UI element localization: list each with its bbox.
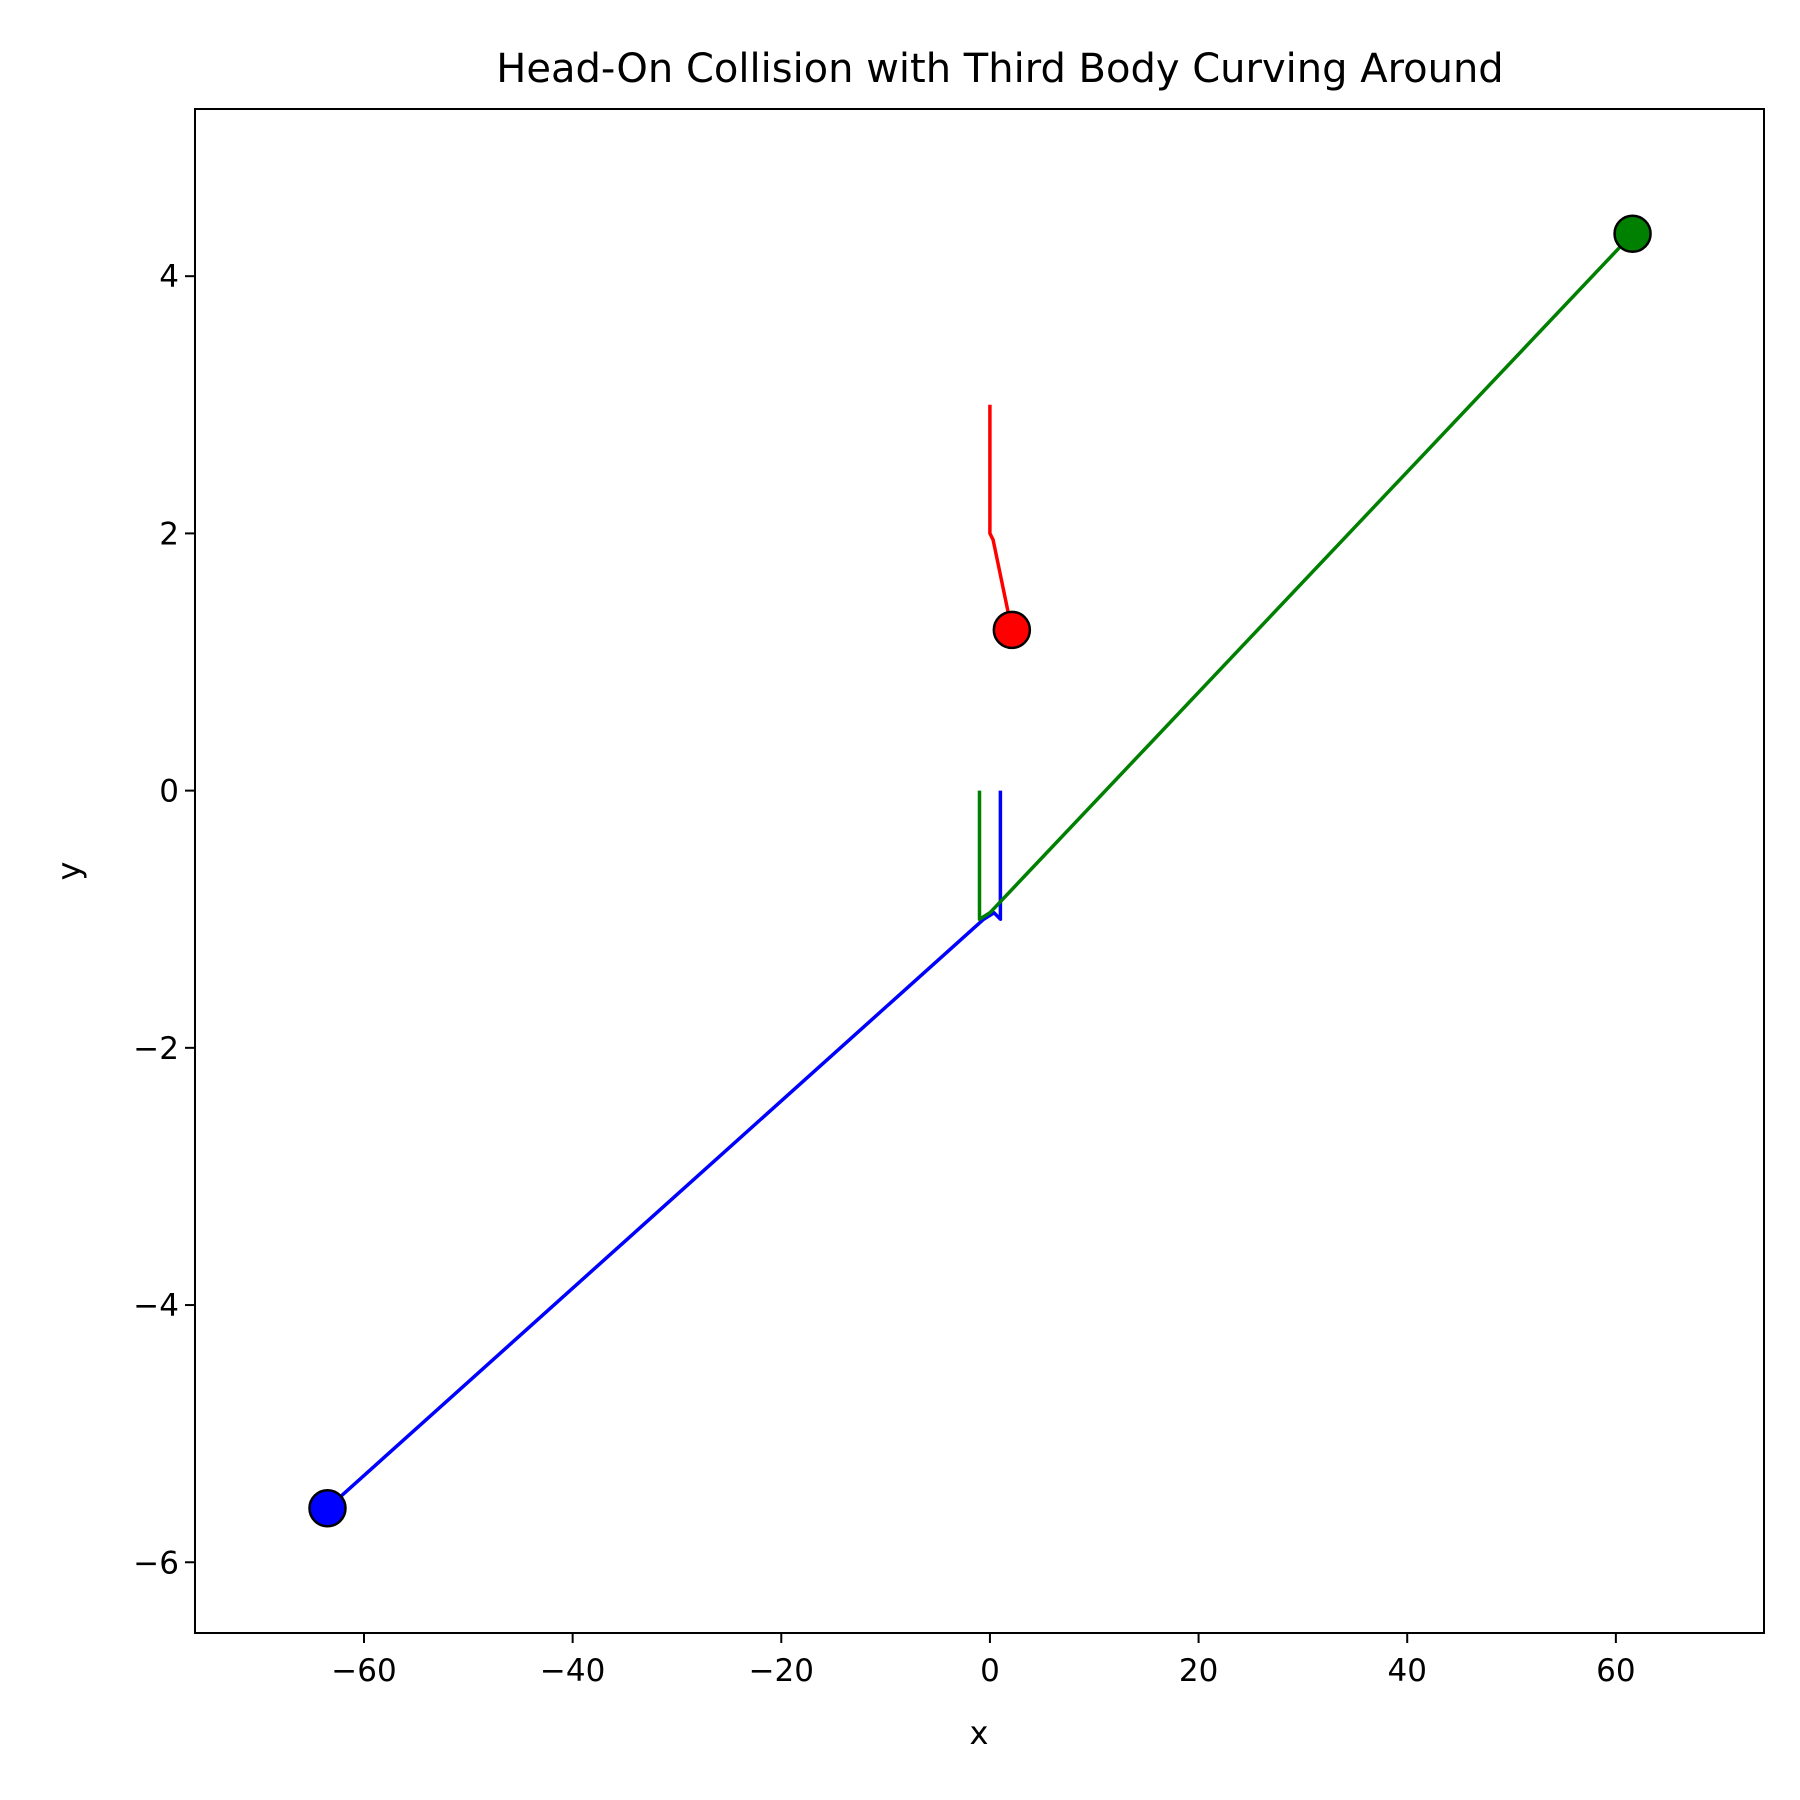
x-tick-label: 60 <box>1596 1653 1635 1689</box>
y-tick-label: −6 <box>133 1545 179 1581</box>
final-position-marker <box>992 610 1032 650</box>
y-tick-label: −2 <box>133 1031 179 1067</box>
x-tick-label: 20 <box>1179 1653 1218 1689</box>
series-layer <box>308 214 1652 1528</box>
trajectory-line <box>988 404 1014 631</box>
plot-frame <box>194 108 1765 1634</box>
x-tick-label: 0 <box>980 1653 1000 1689</box>
x-tick-label: −60 <box>331 1653 396 1689</box>
y-tick-label: 2 <box>159 516 179 552</box>
x-tick-label: 40 <box>1387 1653 1426 1689</box>
x-axis-label: x <box>970 1714 989 1752</box>
final-position-marker <box>1613 214 1652 253</box>
y-tick-label: 0 <box>159 774 179 810</box>
final-position-marker <box>308 1489 347 1528</box>
y-tick-label: −4 <box>133 1288 179 1324</box>
y-axis-label: y <box>50 862 88 881</box>
chart-title: Head-On Collision with Third Body Curvin… <box>496 46 1503 92</box>
trajectory-line <box>326 790 1003 1510</box>
y-tick-label: 4 <box>159 259 179 295</box>
trajectory-line <box>977 232 1634 921</box>
x-tick-label: −20 <box>749 1653 814 1689</box>
x-tick-label: −40 <box>540 1653 605 1689</box>
